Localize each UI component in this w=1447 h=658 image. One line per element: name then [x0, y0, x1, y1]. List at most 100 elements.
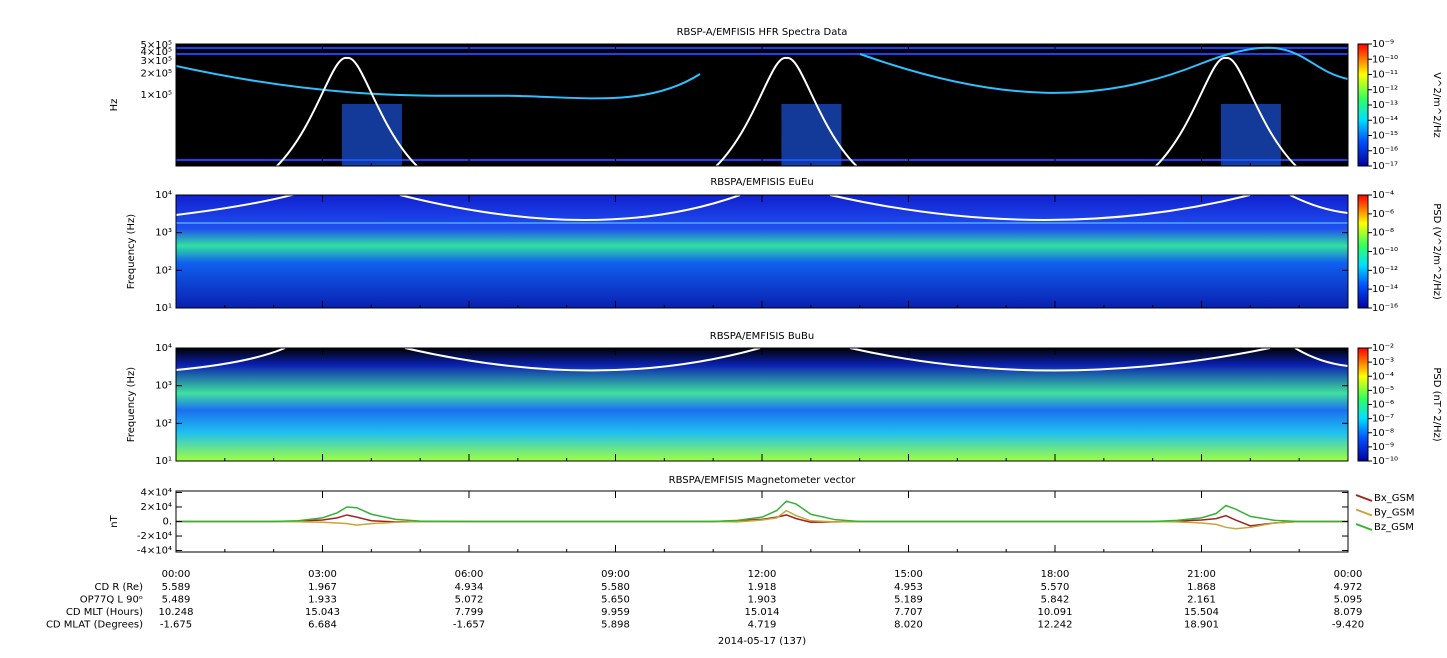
- emission-trace: [176, 65, 701, 100]
- colorbar: [1357, 194, 1369, 309]
- ephemeris-value: 10.248: [159, 607, 194, 618]
- colorbar-tick-label: 10⁻¹⁴: [1372, 284, 1398, 295]
- y-axis-label: Frequency (Hz): [126, 214, 137, 290]
- colorbar-tick-label: 10⁻¹¹: [1372, 70, 1398, 81]
- colorbar-label: PSD (V^2/m^2/Hz): [1431, 203, 1442, 300]
- colorbar-tick-label: 10⁻⁷: [1372, 414, 1394, 425]
- y-tick-label: -2×10⁴: [137, 531, 172, 542]
- y-tick-label: 10⁴: [155, 343, 172, 354]
- y-axis-label: Hz: [109, 99, 120, 112]
- colorbar-tick-label: 10⁻¹⁴: [1372, 115, 1398, 126]
- cyclotron-line: [176, 348, 1348, 372]
- emission-trace: [859, 46, 1348, 94]
- colorbar-tick-label: 10⁻³: [1372, 357, 1394, 368]
- colorbar-tick-label: 10⁻⁵: [1372, 385, 1394, 396]
- ephemeris-value: 1.967: [308, 582, 337, 593]
- y-tick-label: 10³: [155, 381, 172, 392]
- panel-title: RBSPA/EMFISIS Magnetometer vector: [669, 475, 857, 486]
- ephemeris-value: 7.707: [894, 607, 923, 618]
- ephemeris-value: 5.842: [1041, 595, 1070, 606]
- burst: [781, 104, 842, 166]
- panel-title: RBSPA/EMFISIS BuBu: [710, 331, 814, 342]
- ephemeris-value: 1.918: [748, 582, 777, 593]
- colorbar-tick-label: 10⁻⁹: [1372, 442, 1394, 453]
- panel-title: RBSP-A/EMFISIS HFR Spectra Data: [677, 27, 848, 38]
- x-tick-label: 18:00: [1041, 569, 1070, 580]
- ephemeris-value: 5.095: [1334, 595, 1363, 606]
- ephemeris-label: CD MLT (Hours): [66, 607, 143, 618]
- ephemeris-value: 1.933: [308, 595, 337, 606]
- date-label: 2014-05-17 (137): [718, 636, 806, 647]
- y-tick-label: 5×10⁵: [141, 40, 172, 51]
- ephemeris-value: 1.868: [1187, 582, 1216, 593]
- x-tick-label: 21:00: [1187, 569, 1216, 580]
- colorbar-tick-label: 10⁻¹²: [1372, 85, 1398, 96]
- burst: [1220, 104, 1281, 166]
- legend-label: Bz_GSM: [1374, 522, 1414, 533]
- ephemeris-value: 6.684: [308, 620, 337, 631]
- ephemeris-value: 8.020: [894, 620, 923, 631]
- series-line: [176, 509, 1348, 530]
- x-tick-label: 06:00: [455, 569, 484, 580]
- series-line: [176, 500, 1348, 523]
- spectrogram-image: [176, 195, 1348, 308]
- colorbar-tick-label: 10⁻⁶: [1372, 400, 1394, 411]
- colorbar-tick-label: 10⁻¹⁰: [1372, 247, 1398, 258]
- y-tick-label: 10¹: [155, 303, 172, 314]
- ephemeris-label: CD R (Re): [95, 582, 144, 593]
- ephemeris-value: 4.972: [1334, 582, 1363, 593]
- y-tick-label: 3×10⁵: [141, 56, 172, 67]
- colorbar-tick-label: 10⁻²: [1372, 343, 1394, 354]
- colorbar-tick-label: 10⁻⁹: [1372, 39, 1394, 50]
- y-tick-label: 4×10⁵: [141, 47, 172, 58]
- ephemeris-value: -1.675: [160, 620, 192, 631]
- colorbar-tick-label: 10⁻⁸: [1372, 428, 1394, 439]
- cyclotron-line: [715, 56, 858, 166]
- colorbar-label: V^2/m^2/Hz: [1431, 72, 1442, 138]
- y-tick-label: 10⁴: [155, 190, 172, 201]
- colorbar-tick-label: 10⁻¹⁰: [1372, 54, 1398, 65]
- colorbar-tick-label: 10⁻⁴: [1372, 371, 1394, 382]
- colorbar-tick-label: 10⁻⁴: [1372, 190, 1394, 201]
- ephemeris-value: 10.091: [1038, 607, 1073, 618]
- legend-swatch: [1355, 523, 1373, 531]
- ephemeris-value: 15.014: [745, 607, 780, 618]
- ephemeris-value: 4.934: [455, 582, 484, 593]
- plot-area: [176, 348, 1348, 461]
- x-tick-label: 15:00: [894, 569, 923, 580]
- y-tick-label: 10³: [155, 228, 172, 239]
- y-tick-label: 2×10⁵: [141, 69, 172, 80]
- ephemeris-value: 8.079: [1334, 607, 1363, 618]
- y-tick-label: 1×10⁵: [141, 90, 172, 101]
- colorbar: [1357, 347, 1369, 462]
- ephemeris-value: -1.657: [453, 620, 485, 631]
- ephemeris-value: 5.898: [601, 620, 630, 631]
- legend-label: By_GSM: [1374, 508, 1415, 519]
- x-tick-label: 00:00: [162, 569, 191, 580]
- cyclotron-line: [1155, 56, 1297, 166]
- colorbar-tick-label: 10⁻¹⁰: [1372, 456, 1398, 467]
- ephemeris-value: 5.489: [162, 595, 191, 606]
- y-tick-label: 10²: [155, 265, 172, 276]
- panel-title: RBSPA/EMFISIS EuEu: [710, 177, 813, 188]
- ephemeris-value: 12.242: [1038, 620, 1073, 631]
- x-tick-label: 00:00: [1334, 569, 1363, 580]
- ephemeris-value: 5.570: [1041, 582, 1070, 593]
- ephemeris-value: 5.589: [162, 582, 191, 593]
- colorbar-tick-label: 10⁻⁶: [1372, 209, 1394, 220]
- burst: [341, 104, 402, 166]
- x-tick-label: 12:00: [748, 569, 777, 580]
- legend-swatch: [1355, 494, 1373, 502]
- ephemeris-value: 1.903: [748, 595, 777, 606]
- ephemeris-label: OP77Q L 90ᵒ: [80, 595, 143, 606]
- y-tick-label: 2×10⁴: [141, 502, 172, 513]
- colorbar-tick-label: 10⁻¹³: [1372, 100, 1398, 111]
- ephemeris-value: 15.504: [1184, 607, 1219, 618]
- legend-swatch: [1355, 508, 1373, 517]
- ephemeris-value: 5.072: [455, 595, 484, 606]
- cyclotron-line: [176, 195, 1348, 221]
- y-axis-label: nT: [109, 514, 120, 527]
- ephemeris-value: 2.161: [1187, 595, 1216, 606]
- plot-area: [176, 44, 1348, 166]
